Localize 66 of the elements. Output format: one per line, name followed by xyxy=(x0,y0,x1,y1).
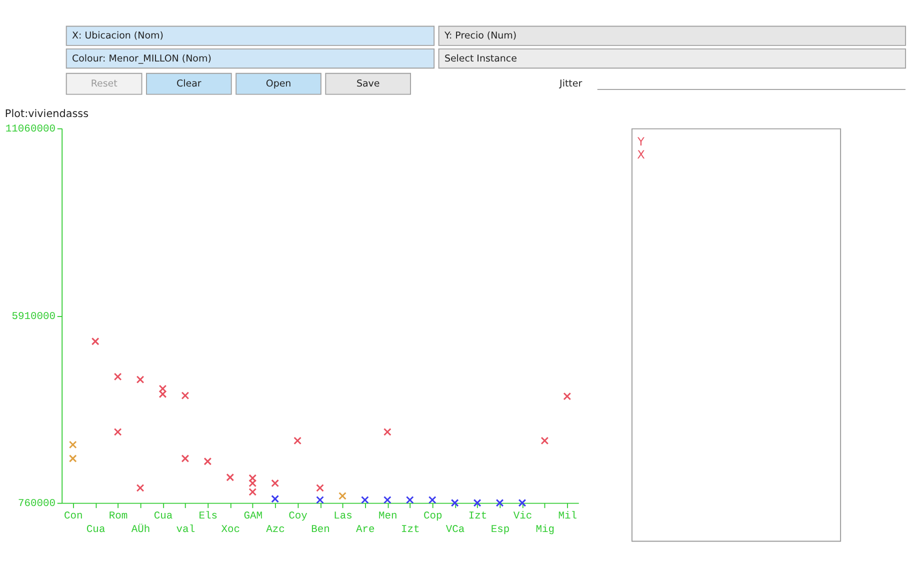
x-tick-label: Mig xyxy=(536,524,555,536)
x-tick-label: Mil xyxy=(558,510,578,522)
point xyxy=(316,484,324,492)
x-tick-label: Rom xyxy=(108,510,128,522)
text: Y: Precio (Num) xyxy=(443,30,517,42)
y-tick-label: 5910000 xyxy=(12,310,56,323)
point xyxy=(204,457,212,466)
point xyxy=(181,392,190,400)
x-tick-label: Cua xyxy=(154,510,173,522)
x-tick-label: Esp xyxy=(490,524,510,536)
point xyxy=(68,440,77,449)
text: Clear xyxy=(176,78,202,90)
y-tick-label: 760000 xyxy=(18,498,56,510)
point xyxy=(271,494,280,503)
point xyxy=(114,428,122,436)
point xyxy=(518,498,526,507)
point xyxy=(450,498,459,507)
point xyxy=(136,376,144,384)
y-tick-label: 11060000 xyxy=(5,124,56,136)
point xyxy=(563,392,572,400)
point xyxy=(91,337,100,346)
point xyxy=(114,372,122,381)
point xyxy=(271,479,280,488)
text: Reset xyxy=(90,78,118,90)
text: Colour: Menor_MILLON (Nom) xyxy=(72,53,212,64)
point xyxy=(383,428,392,436)
x-tick-label: Izt xyxy=(400,524,420,536)
text: Save xyxy=(356,78,380,90)
point xyxy=(181,454,190,462)
x-tick-label: Men xyxy=(378,510,398,522)
x-tick-label: GAM xyxy=(244,510,262,522)
x-tick-label: Els xyxy=(198,510,218,522)
point xyxy=(338,492,346,500)
point xyxy=(496,498,504,507)
x-tick-label: val xyxy=(176,524,196,536)
text: Jitter xyxy=(558,78,582,90)
x-tick-label: VCa xyxy=(446,524,465,536)
point xyxy=(136,484,144,492)
point xyxy=(540,436,549,445)
x-tick-label: Izt xyxy=(468,510,488,522)
x-tick-label: Xoc xyxy=(221,524,240,536)
point xyxy=(294,436,302,445)
text: X xyxy=(637,148,646,162)
point xyxy=(316,496,324,504)
point xyxy=(383,496,392,504)
point xyxy=(406,496,414,504)
point xyxy=(361,496,369,504)
chart-title: Plot:viviendasss xyxy=(4,108,89,120)
x-tick-label: Con xyxy=(64,510,83,522)
x-tick-label: Ben xyxy=(311,524,330,536)
x-tick-label: Coy xyxy=(288,510,308,522)
x-tick-label: Cua xyxy=(86,524,106,536)
text: Open xyxy=(266,78,292,90)
x-tick-label: Azc xyxy=(266,524,285,536)
x-tick-label: Are xyxy=(356,524,375,536)
point xyxy=(473,498,482,507)
x-tick-label: Las xyxy=(334,510,352,522)
x-tick-label: AÜh xyxy=(131,522,150,536)
x-tick-label: Vic xyxy=(513,510,532,522)
text: Y xyxy=(636,134,644,148)
point xyxy=(68,454,77,462)
text: Select Instance xyxy=(444,53,518,64)
x-tick-label: Cop xyxy=(423,510,442,522)
point xyxy=(226,473,234,482)
point xyxy=(428,496,436,504)
text: X: Ubicacion (Nom) xyxy=(72,30,164,42)
